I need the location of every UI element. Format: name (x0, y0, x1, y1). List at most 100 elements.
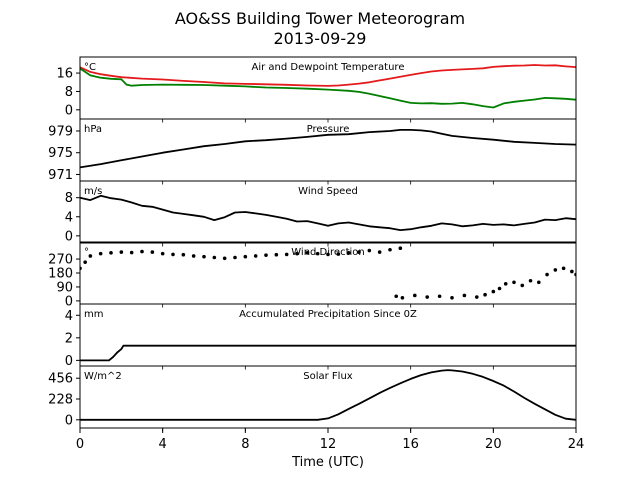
series-line-1 (80, 369, 576, 421)
panel-5: 0 2 4 mm Accumulated Precipitation Since 0Z (65, 303, 577, 370)
y-tick-label: 16 (56, 67, 73, 82)
data-point (181, 252, 186, 257)
panel-title: Air and Dewpoint Temperature (252, 62, 405, 73)
panel-title: Accumulated Precipitation Since 0Z (239, 309, 417, 320)
panel-6: 0 228 456 W/m^2 Solar Flux (48, 365, 577, 432)
data-point (202, 254, 206, 259)
y-tick-label: 971 (48, 168, 73, 183)
x-axis-tick-label: 4 (159, 437, 167, 452)
panel-title: Wind Direction (291, 247, 365, 258)
series-1 (80, 246, 576, 300)
series-line-1 (80, 64, 576, 87)
y-tick-label: 8 (65, 85, 73, 100)
data-point (336, 252, 341, 256)
data-point (553, 268, 558, 272)
data-point (326, 252, 330, 257)
data-point (160, 251, 165, 256)
x-axis-tick-label: 24 (568, 437, 585, 452)
y-tick-label: 4 (65, 309, 73, 324)
data-point (109, 251, 113, 255)
data-point (520, 283, 525, 288)
data-point (98, 251, 103, 256)
data-point (503, 282, 508, 286)
series-line-1 (80, 129, 576, 169)
data-point (512, 280, 516, 285)
x-axis-tick-label: 20 (485, 437, 502, 452)
data-point (413, 293, 417, 298)
plot-area (80, 129, 576, 169)
panel-frame (79, 180, 577, 244)
data-point (377, 250, 382, 254)
y-tick-label: 979 (48, 124, 73, 139)
data-point (274, 252, 279, 257)
data-point (450, 296, 454, 300)
y-tick-label: 0 (65, 103, 73, 118)
panel-1: 0 8 16 °C Air and Dewpoint Temperature (56, 56, 577, 123)
data-point (528, 278, 533, 283)
x-axis-tick-label: 0 (76, 437, 84, 452)
data-point (437, 294, 442, 299)
series-line-1 (80, 344, 576, 362)
y-tick-label: 90 (56, 280, 73, 295)
y-tick-label: 0 (65, 229, 73, 244)
y-tick-label: 4 (65, 210, 73, 225)
data-point (233, 255, 237, 260)
data-point (570, 269, 574, 274)
data-point (561, 266, 566, 271)
panel-unit-label: ° (84, 247, 89, 258)
figure-title-line1: AO&SS Building Tower Meteorogram (175, 9, 465, 28)
y-tick-label: 228 (48, 393, 73, 408)
y-tick-label: 456 (48, 372, 73, 387)
data-point (305, 251, 310, 255)
panel-unit-label: m/s (84, 186, 102, 197)
panel-title: Solar Flux (303, 371, 353, 382)
data-point (483, 292, 487, 297)
data-point (222, 256, 227, 261)
data-point (295, 251, 299, 256)
data-point (243, 254, 248, 259)
y-tick-label: 8 (65, 191, 73, 206)
data-point (119, 250, 124, 254)
plot-area (80, 344, 576, 362)
data-point (475, 295, 479, 299)
data-point (545, 272, 549, 277)
data-point (191, 254, 196, 258)
data-point (83, 260, 87, 264)
data-point (253, 254, 258, 258)
figure-title-line2: 2013-09-29 (274, 29, 367, 48)
series-line-1 (80, 194, 576, 231)
panel-2: 971 975 979 hPa Pressure (48, 118, 577, 185)
panel-unit-label: mm (84, 309, 103, 320)
x-axis-label: Time (UTC) (291, 455, 364, 470)
data-point (129, 250, 134, 255)
x-axis: 0 4 8 12 16 20 24 (76, 428, 584, 452)
data-point (88, 254, 93, 258)
data-point (398, 246, 403, 250)
y-tick-label: 180 (48, 267, 73, 282)
data-point (212, 255, 217, 260)
data-point (394, 294, 399, 299)
x-axis-tick-label: 8 (241, 437, 249, 452)
plot-area (80, 246, 576, 300)
data-point (462, 293, 467, 298)
data-point (497, 286, 502, 291)
panel-unit-label: W/m^2 (84, 371, 122, 382)
plot-area (80, 369, 576, 421)
data-point (357, 250, 361, 254)
data-point (491, 289, 496, 294)
data-point (367, 248, 372, 253)
y-tick-label: 0 (65, 413, 73, 428)
panel-title: Wind Speed (298, 186, 358, 197)
panel-3: 0 4 8 m/s Wind Speed (65, 180, 577, 247)
y-tick-label: 0 (65, 294, 73, 309)
y-tick-label: 0 (65, 354, 73, 369)
series-line-2 (80, 67, 576, 109)
panel-unit-label: °C (84, 62, 96, 73)
panel-title: Pressure (307, 124, 350, 135)
data-point (150, 250, 155, 254)
x-axis-tick-label: 16 (402, 437, 419, 452)
panel-unit-label: hPa (84, 124, 102, 135)
y-tick-label: 270 (48, 253, 73, 268)
